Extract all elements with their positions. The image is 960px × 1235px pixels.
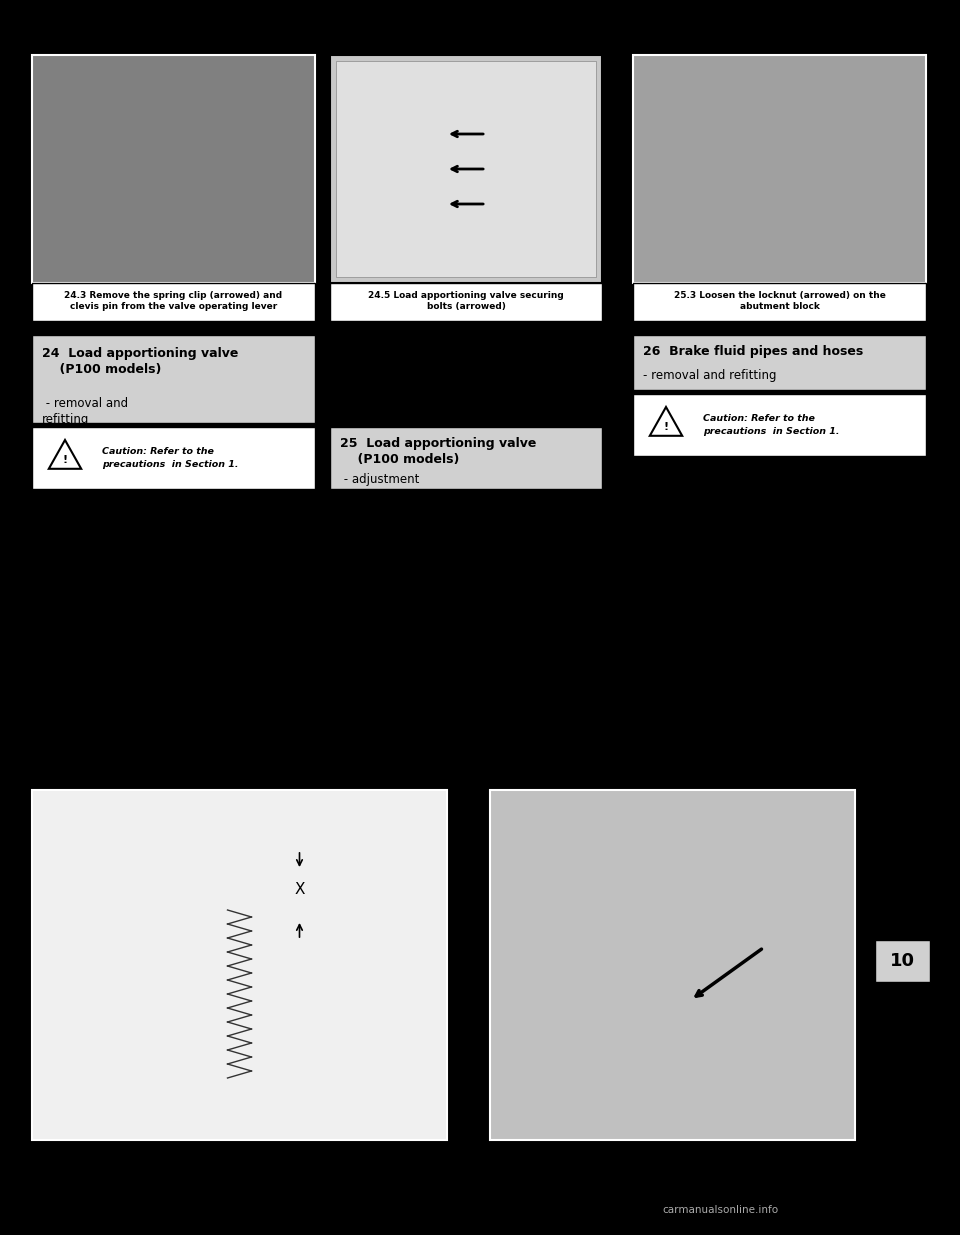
Text: 24  Load apportioning valve
    (P100 models): 24 Load apportioning valve (P100 models) (42, 347, 238, 377)
Bar (32, 335, 315, 424)
Text: Caution: Refer to the
precautions  in Section 1.: Caution: Refer to the precautions in Sec… (102, 447, 238, 469)
Text: 24.5 Load apportioning valve securing
bolts (arrowed): 24.5 Load apportioning valve securing bo… (368, 290, 564, 311)
Text: 26  Brake fluid pipes and hoses: 26 Brake fluid pipes and hoses (643, 345, 863, 358)
Bar (633, 283, 926, 321)
Bar (330, 427, 602, 489)
Bar (633, 56, 926, 283)
Polygon shape (650, 408, 683, 436)
Bar (330, 56, 602, 283)
Text: !: ! (663, 422, 668, 432)
Bar (633, 335, 926, 390)
Bar (875, 940, 930, 982)
Polygon shape (49, 440, 82, 469)
Text: - adjustment: - adjustment (340, 473, 420, 487)
Text: carmanualsonline.info: carmanualsonline.info (662, 1205, 778, 1215)
Bar (336, 61, 596, 277)
Text: !: ! (62, 454, 67, 466)
Bar (330, 283, 602, 321)
Text: - removal and
refitting: - removal and refitting (42, 396, 128, 426)
Bar (490, 790, 855, 1140)
Text: 10: 10 (890, 952, 915, 969)
Text: 25  Load apportioning valve
    (P100 models): 25 Load apportioning valve (P100 models) (340, 437, 537, 467)
Text: 25.3 Loosen the locknut (arrowed) on the
abutment block: 25.3 Loosen the locknut (arrowed) on the… (674, 290, 885, 311)
Bar (32, 427, 315, 489)
Bar (32, 283, 315, 321)
Text: X: X (295, 883, 304, 898)
Text: 24.3 Remove the spring clip (arrowed) and
clevis pin from the valve operating le: 24.3 Remove the spring clip (arrowed) an… (64, 290, 282, 311)
Bar (32, 56, 315, 283)
Bar (633, 394, 926, 456)
Text: Caution: Refer to the
precautions  in Section 1.: Caution: Refer to the precautions in Sec… (703, 414, 839, 436)
Text: - removal and refitting: - removal and refitting (643, 369, 777, 382)
Bar (32, 790, 447, 1140)
